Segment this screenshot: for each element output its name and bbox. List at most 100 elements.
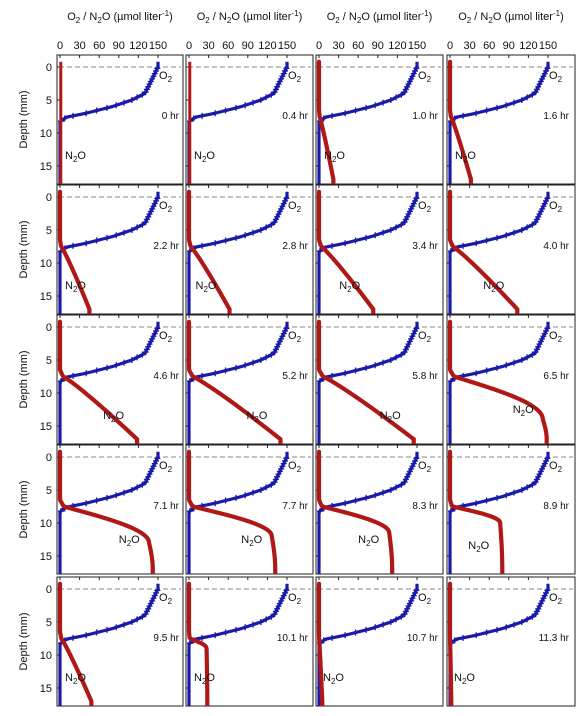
time-label: 8.9 hr xyxy=(543,501,569,512)
o2-data-point xyxy=(398,221,405,228)
x-axis-title: O2 / N2O (µmol liter-1) xyxy=(67,9,173,25)
o2-data-point xyxy=(524,224,531,231)
panel-frame xyxy=(56,184,184,315)
time-label: 9.5 hr xyxy=(153,633,179,644)
panel: O2 3.4 hr N2O xyxy=(315,184,444,315)
o2-data-point xyxy=(518,97,525,103)
x-tick-label: 120 xyxy=(129,40,147,52)
o2-data-point xyxy=(483,629,490,636)
o2-data-point xyxy=(257,487,264,493)
o2-data-point xyxy=(342,240,349,247)
o2-data-point xyxy=(199,372,206,379)
o2-data-point xyxy=(393,354,400,361)
panel-frame xyxy=(446,184,576,315)
n2o-series-line xyxy=(57,189,92,314)
o2-data-point xyxy=(113,102,120,109)
panel-frame xyxy=(185,184,314,315)
o2-data-point xyxy=(83,500,90,507)
panel: O2 9.5 hr N2O xyxy=(56,576,184,707)
y-axis-title: Depth (mm) xyxy=(18,480,30,538)
o2-data-point xyxy=(212,500,219,507)
n2o-series-line xyxy=(447,319,549,444)
o2-data-point xyxy=(363,626,370,633)
o2-data-point xyxy=(242,624,249,631)
x-tick-label: 30 xyxy=(463,40,475,52)
o2-data-point xyxy=(222,107,229,114)
o2-data-point xyxy=(380,99,387,106)
o2-data-point xyxy=(473,240,480,247)
o2-data-point xyxy=(121,621,128,628)
o2-data-point xyxy=(139,351,146,358)
o2-data-point xyxy=(511,621,518,628)
n2o-series-line xyxy=(186,449,278,574)
o2-data-point xyxy=(222,367,229,374)
o2-data-point xyxy=(518,357,525,363)
o2-data-point xyxy=(113,232,120,239)
y-tick-label: 15 xyxy=(40,551,52,563)
y-tick-label: 5 xyxy=(46,225,52,237)
n2o-curve-label: N2O xyxy=(323,672,344,686)
o2-data-point xyxy=(142,219,149,226)
o2-data-point xyxy=(524,354,531,361)
o2-data-point xyxy=(113,492,120,499)
o2-data-point xyxy=(186,640,193,647)
y-tick-label: 0 xyxy=(46,452,52,464)
o2-data-point xyxy=(511,359,518,366)
x-tick-label: 150 xyxy=(149,40,167,52)
o2-data-point xyxy=(529,613,536,620)
panel: O2 1.6 hr N2O xyxy=(446,54,576,185)
y-tick-label: 10 xyxy=(40,518,52,530)
n2o-curve-label: N2O xyxy=(246,410,267,424)
o2-data-point xyxy=(134,354,141,361)
y-tick-label: 10 xyxy=(40,388,52,400)
o2-curve-label: O2 xyxy=(418,200,432,214)
o2-data-point xyxy=(524,94,531,101)
o2-data-point xyxy=(387,227,394,233)
o2-data-point xyxy=(121,229,128,236)
o2-data-point xyxy=(503,624,510,631)
o2-curve-label: O2 xyxy=(159,200,173,214)
o2-curve-label: O2 xyxy=(418,460,432,474)
o2-data-point xyxy=(529,351,536,358)
time-label: 2.2 hr xyxy=(153,241,179,252)
time-label: 5.8 hr xyxy=(412,371,438,382)
panel-frame xyxy=(315,54,444,185)
o2-data-point xyxy=(250,229,257,236)
o2-data-point xyxy=(263,94,270,101)
o2-data-point xyxy=(352,497,359,504)
o2-data-point xyxy=(250,489,257,496)
y-tick-label: 0 xyxy=(46,322,52,334)
o2-curve-label: O2 xyxy=(549,460,563,474)
o2-curve-label: O2 xyxy=(159,330,173,344)
y-tick-label: 10 xyxy=(40,128,52,140)
o2-data-point xyxy=(447,248,454,255)
o2-data-point xyxy=(352,629,359,636)
time-label: 5.2 hr xyxy=(282,371,308,382)
o2-data-point xyxy=(316,378,323,385)
o2-data-point xyxy=(233,494,240,501)
o2-curve-label: O2 xyxy=(418,330,432,344)
x-tick-label: 60 xyxy=(222,40,234,52)
o2-data-point xyxy=(518,619,525,625)
y-tick-label: 10 xyxy=(40,258,52,270)
time-label: 4.0 hr xyxy=(543,241,569,252)
o2-data-point xyxy=(190,115,197,122)
o2-data-point xyxy=(532,479,539,486)
o2-data-point xyxy=(363,364,370,371)
o2-data-point xyxy=(398,613,405,620)
time-label: 8.3 hr xyxy=(412,501,438,512)
o2-data-point xyxy=(257,357,264,363)
panel-frame xyxy=(56,54,184,185)
x-tick-label: 0 xyxy=(186,40,192,52)
o2-data-point xyxy=(199,242,206,249)
n2o-curve-label: N2O xyxy=(468,540,489,554)
o2-data-point xyxy=(503,102,510,109)
o2-data-point xyxy=(447,508,454,515)
x-tick-label: 60 xyxy=(483,40,495,52)
o2-data-point xyxy=(70,634,77,641)
x-tick-label: 150 xyxy=(278,40,296,52)
o2-data-point xyxy=(380,229,387,236)
n2o-curve-label: N2O xyxy=(196,280,217,294)
o2-data-point xyxy=(483,237,490,244)
o2-data-point xyxy=(473,110,480,117)
